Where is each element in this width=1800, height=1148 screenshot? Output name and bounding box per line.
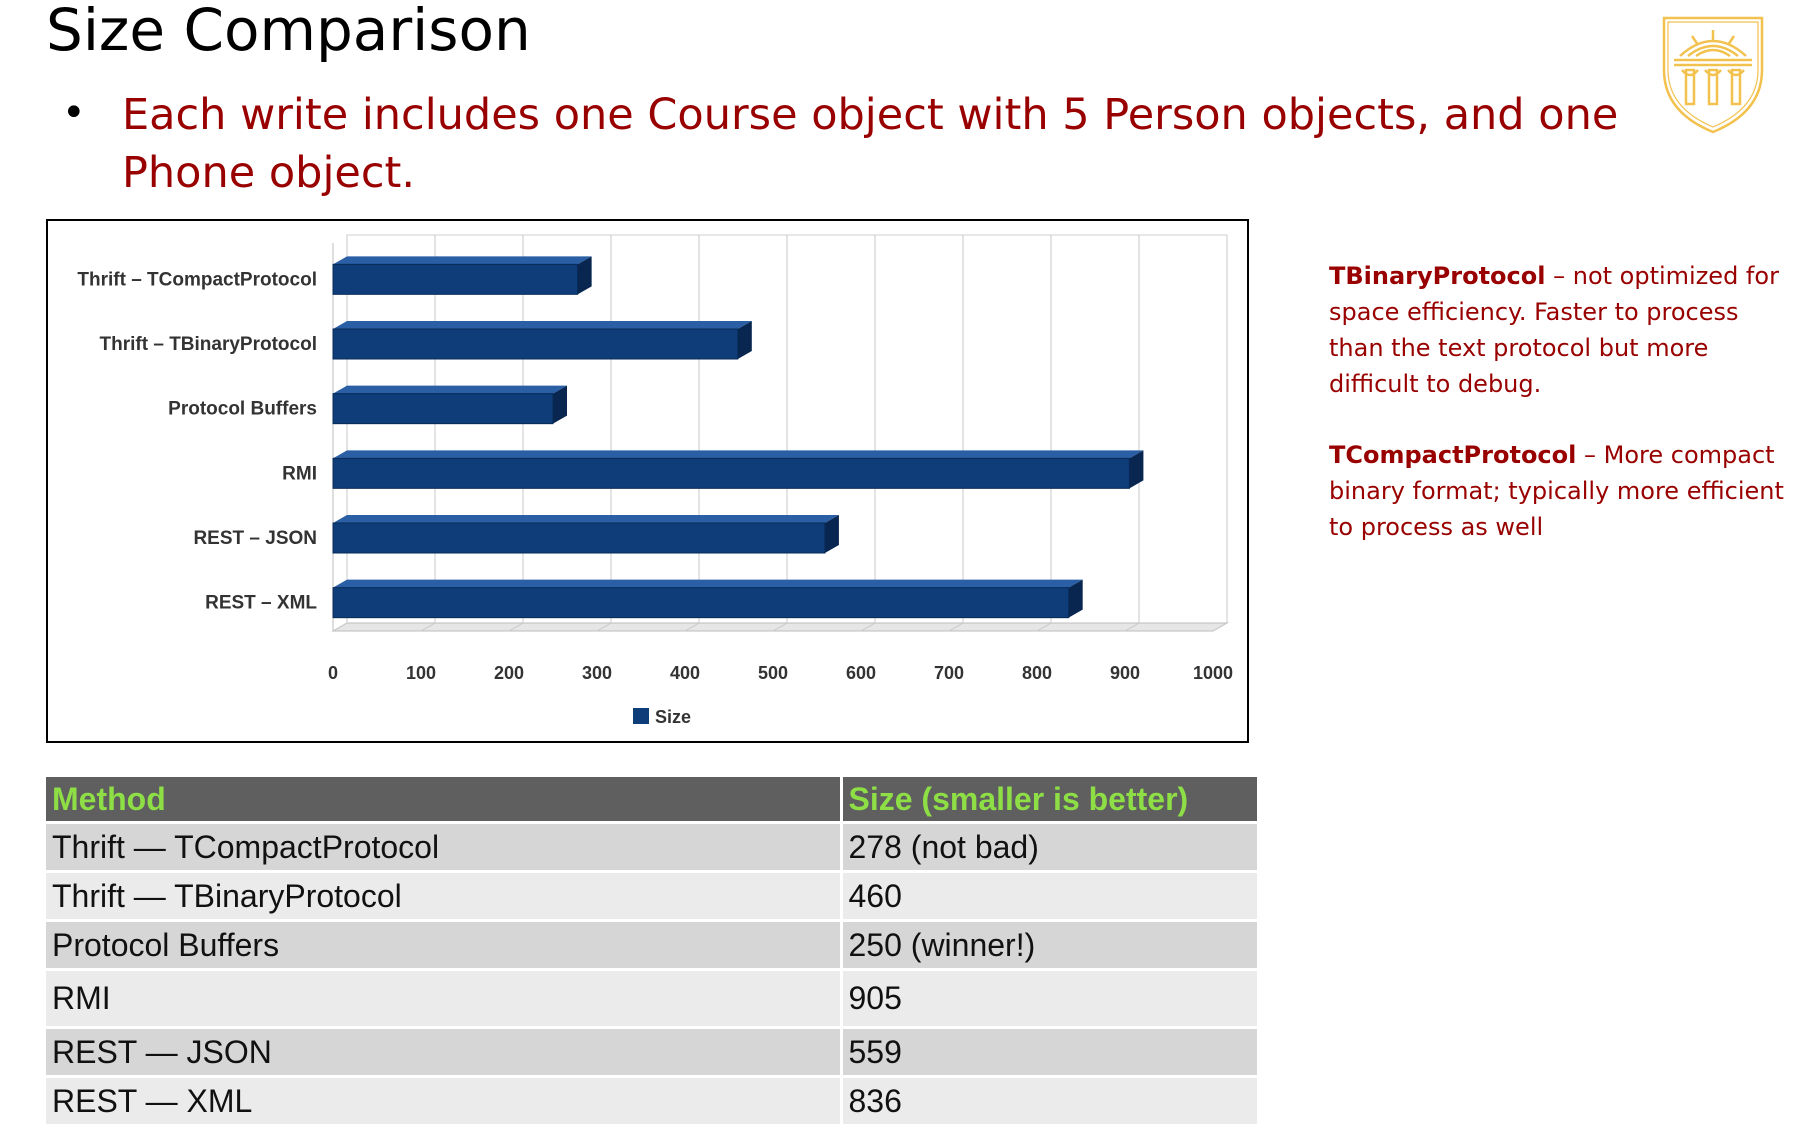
x-tick-label: 500 (758, 663, 788, 683)
note-binary-term: TBinaryProtocol (1329, 262, 1546, 290)
size-cell: 905 (841, 969, 1257, 1029)
gridline-floor (1124, 622, 1140, 632)
x-tick-label: 100 (406, 663, 436, 683)
x-tick-label: 300 (582, 663, 612, 683)
category-label: REST – XML (205, 593, 317, 614)
gridline-floor (684, 622, 700, 632)
x-tick-label: 400 (670, 663, 700, 683)
header-size: Size (smaller is better) (841, 777, 1257, 824)
bar (332, 328, 739, 360)
bar-end (577, 256, 592, 295)
size-cell: 559 (841, 1027, 1257, 1078)
x-tick-label: 900 (1110, 663, 1140, 683)
gridline-floor (508, 622, 524, 632)
x-tick-label: 1000 (1193, 663, 1233, 683)
table-row: Thrift — TBinaryProtocol 460 (46, 871, 1257, 922)
gridline-floor (332, 622, 348, 632)
size-table-wrap: Method Size (smaller is better) Thrift —… (46, 777, 1257, 1127)
category-label: Thrift – TBinaryProtocol (100, 334, 317, 355)
slide-title: Size Comparison (46, 0, 531, 64)
bar-chart-svg: 0 100 200 300 400 500 600 700 800 900 1000 Thrift –… (77, 234, 1233, 727)
table-row: REST — JSON 559 (46, 1027, 1257, 1078)
gridline-floor (772, 622, 788, 632)
bullet-text: Each write includes one Course object wi… (122, 90, 1619, 198)
bar-end (553, 385, 567, 424)
category-label: REST – JSON (193, 528, 317, 549)
size-cell: 278 (not bad) (841, 822, 1257, 873)
x-tick-label: 200 (494, 663, 524, 683)
legend-swatch (633, 708, 649, 724)
table-row: Thrift — TCompactProtocol 278 (not bad) (46, 822, 1257, 873)
bar (332, 457, 1130, 489)
note-binary: TBinaryProtocol – not optimized for spac… (1329, 258, 1789, 402)
bar-end (824, 515, 839, 553)
legend-label: Size (655, 707, 691, 727)
size-cell: 836 (841, 1076, 1257, 1127)
bar-end (1129, 450, 1144, 489)
size-cell: 250 (winner!) (841, 920, 1257, 971)
method-cell: REST — XML (46, 1076, 843, 1127)
method-cell: Thrift — TBinaryProtocol (46, 871, 843, 922)
x-tick-label: 600 (846, 663, 876, 683)
category-label: RMI (282, 463, 317, 484)
category-label: Thrift – TCompactProtocol (77, 269, 317, 290)
bar-top (333, 450, 1144, 459)
bar-end (1068, 579, 1083, 618)
table-header-row: Method Size (smaller is better) (46, 777, 1257, 824)
table-row: RMI 905 (46, 969, 1257, 1029)
bar-top (333, 321, 752, 329)
gridline-floor (948, 622, 964, 632)
usc-seal-logo (1662, 16, 1764, 134)
method-cell: Protocol Buffers (46, 920, 843, 971)
method-cell: Thrift — TCompactProtocol (46, 822, 843, 873)
bar-top (333, 256, 592, 265)
size-chart: 0 100 200 300 400 500 600 700 800 900 1000 Thrift –… (46, 219, 1249, 743)
method-cell: RMI (46, 969, 843, 1029)
bar (332, 393, 554, 425)
method-cell: REST — JSON (46, 1027, 843, 1078)
gridline-floor (1036, 622, 1052, 632)
header-method: Method (46, 777, 843, 824)
protocol-notes: TBinaryProtocol – not optimized for spac… (1329, 258, 1789, 580)
table-row: REST — XML 836 (46, 1076, 1257, 1127)
bar-top (333, 515, 839, 523)
bar-end (737, 321, 752, 359)
size-table: Method Size (smaller is better) Thrift —… (46, 777, 1257, 1127)
gridline-floor (420, 622, 436, 632)
note-compact-text: – More compact binary format; typically … (1329, 441, 1784, 541)
note-compact: TCompactProtocol – More compact binary f… (1329, 437, 1789, 545)
x-tick-label: 700 (934, 663, 964, 683)
gridline-floor (860, 622, 876, 632)
size-cell: 460 (841, 871, 1257, 922)
gridline-floor (596, 622, 612, 632)
gridline-floor (1212, 622, 1228, 632)
bar-top (333, 385, 567, 394)
bar (332, 263, 579, 295)
bar-top (333, 579, 1083, 588)
x-tick-label: 800 (1022, 663, 1052, 683)
x-tick-label: 0 (328, 663, 338, 683)
note-binary-text: – not optimized for space efficiency. Fa… (1329, 262, 1779, 398)
bar (332, 587, 1070, 619)
category-label: Protocol Buffers (168, 399, 317, 420)
bar (332, 522, 826, 554)
table-row: Protocol Buffers 250 (winner!) (46, 920, 1257, 971)
note-compact-term: TCompactProtocol (1329, 441, 1577, 469)
bullet-marker: • (62, 90, 86, 136)
